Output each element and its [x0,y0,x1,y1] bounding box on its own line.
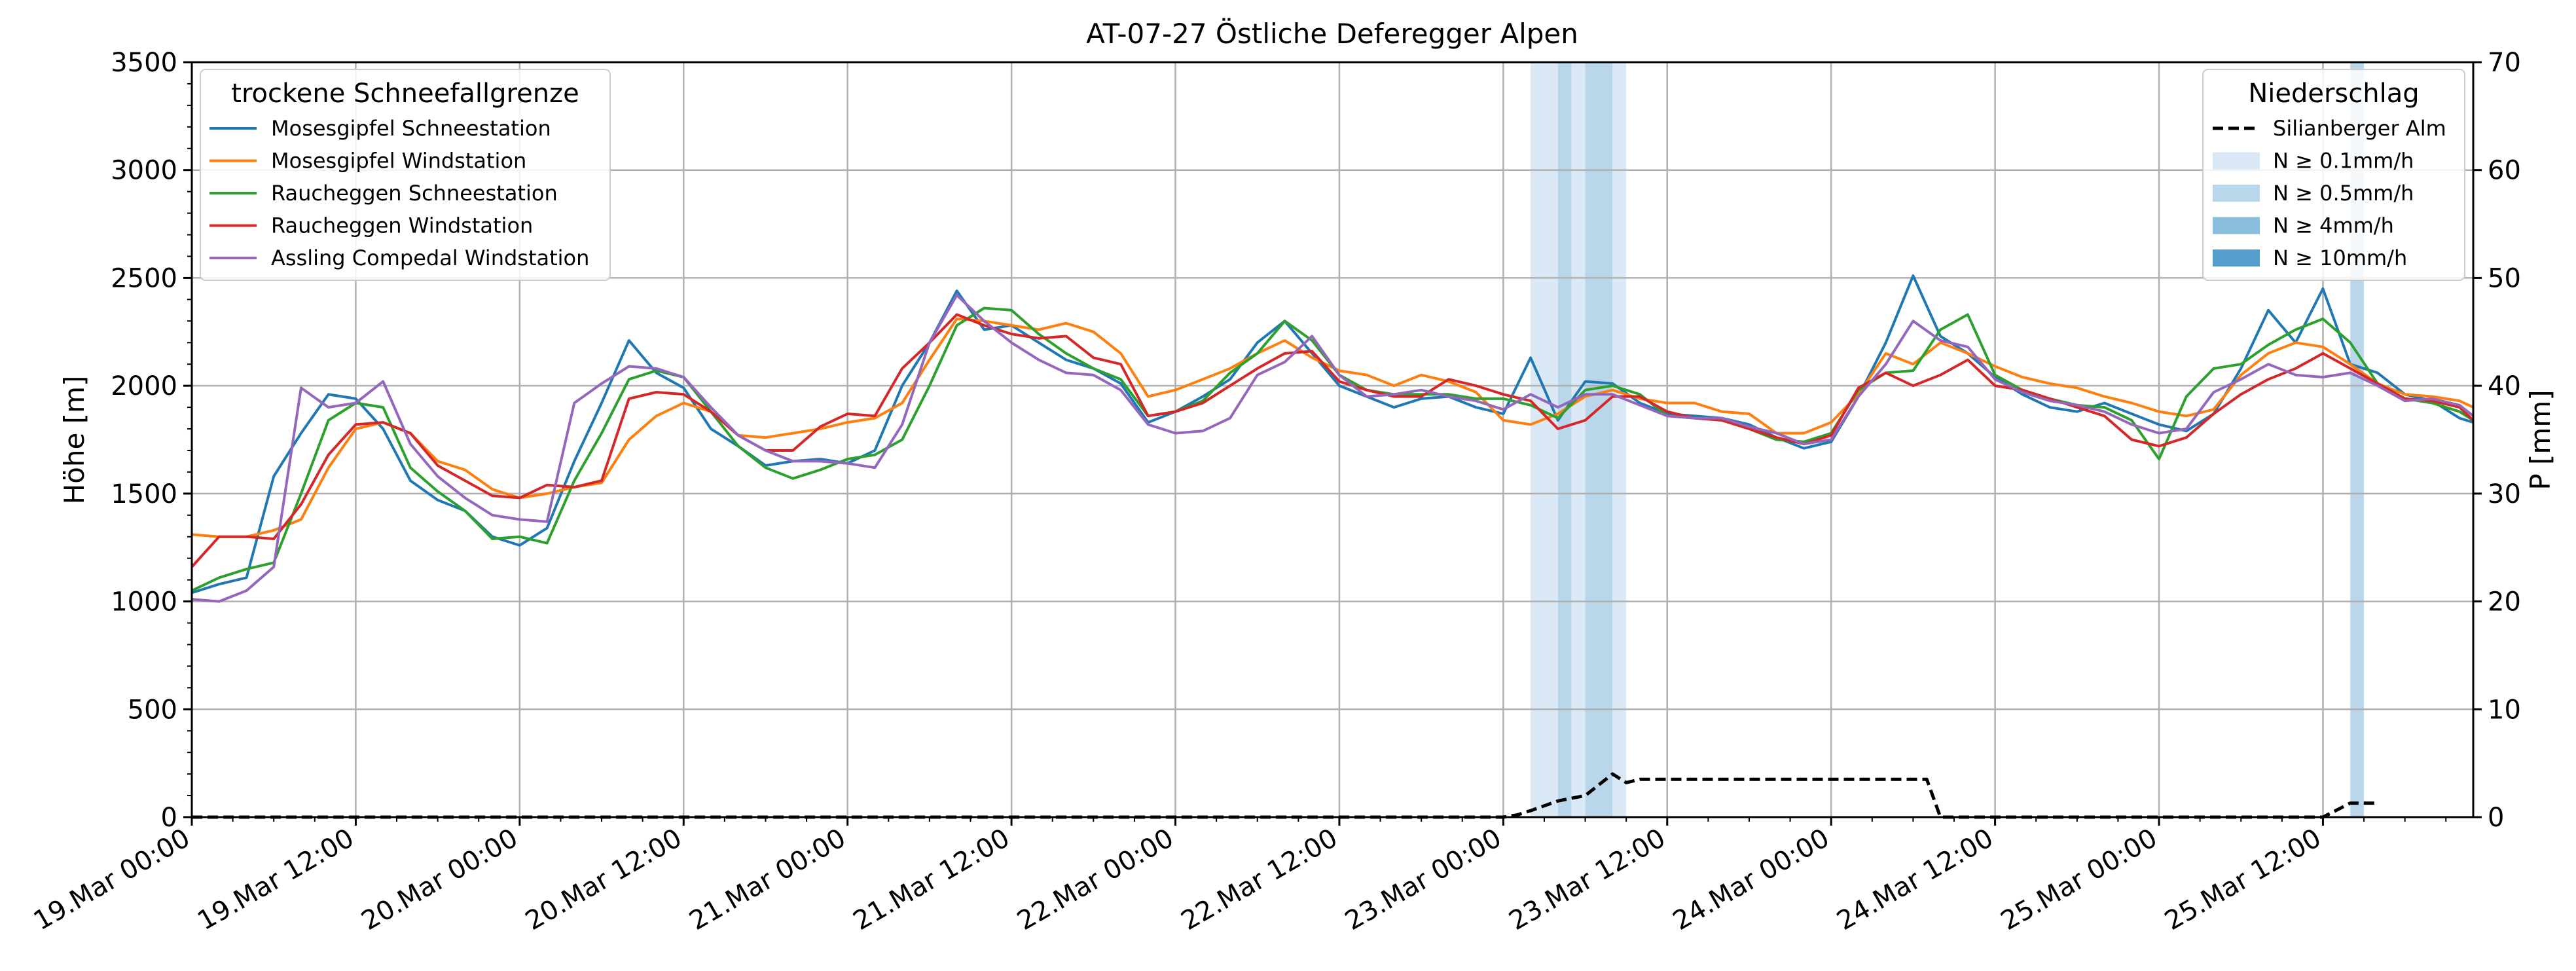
legend-swatch [2213,152,2260,170]
y-tick-label: 1000 [111,587,177,617]
y-tick-label: 3500 [111,48,177,78]
legend-label: Mosesgipfel Windstation [271,149,526,174]
y-tick-label: 2000 [111,371,177,401]
precip-band [1571,62,1586,817]
series-line [191,274,2474,595]
legend-swatch [2213,217,2260,234]
y2-tick-label: 40 [2488,371,2521,401]
legend-label: N ≥ 4mm/h [2273,213,2394,238]
y-tick-label: 500 [128,695,177,725]
series-line [190,313,2475,568]
legend-right: Niederschlag Silianberger Alm N ≥ 0.1mm/h… [2202,69,2465,281]
legend-swatch [2213,185,2260,202]
y-tick-label: 0 [161,803,177,833]
plot-frame [190,61,2475,818]
y2-tick-label: 60 [2488,156,2521,186]
legend-label: Raucheggen Windstation [271,213,533,238]
y2-tick-label: 20 [2488,587,2521,617]
legend-swatch [2213,249,2260,266]
precip-band [1585,62,1613,817]
series-lines [190,274,2475,819]
y2-tick-label: 10 [2488,695,2521,725]
legend-left-title: trockene Schneefallgrenze [231,79,579,109]
series-line [191,293,2475,603]
legend-label: Raucheggen Schneestation [271,181,558,206]
legend-label: Mosesgipfel Schneestation [271,116,551,141]
precip-band [1557,62,1572,817]
legend-left: trockene Schneefallgrenze Mosesgipfel Sc… [200,69,611,281]
y2-tick-label: 70 [2488,48,2521,78]
precip-band [1531,62,1558,817]
precip-band [1612,62,1627,817]
y2-tick-label: 0 [2488,803,2504,833]
y-tick-label: 3000 [111,156,177,186]
y2-axis-label: P [mm] [2524,390,2556,490]
series-line [192,772,2378,819]
legend-label: N ≥ 10mm/h [2273,246,2407,270]
legend-label: Silianberger Alm [2273,116,2446,141]
legend-right-title: Niederschlag [2248,79,2419,109]
legend-label: N ≥ 0.5mm/h [2273,181,2414,206]
y2-tick-label: 30 [2488,479,2521,509]
y-tick-label: 1500 [111,479,177,509]
y-axis-label: Höhe [m] [58,376,90,505]
precipitation-bands [1531,62,2365,817]
legend-label: Assling Compedal Windstation [271,246,589,270]
y-tick-label: 2500 [111,263,177,293]
legend-label: N ≥ 0.1mm/h [2273,149,2414,174]
chart-title: AT-07-27 Östliche Deferegger Alpen [1086,17,1578,50]
y2-tick-label: 50 [2488,263,2521,293]
